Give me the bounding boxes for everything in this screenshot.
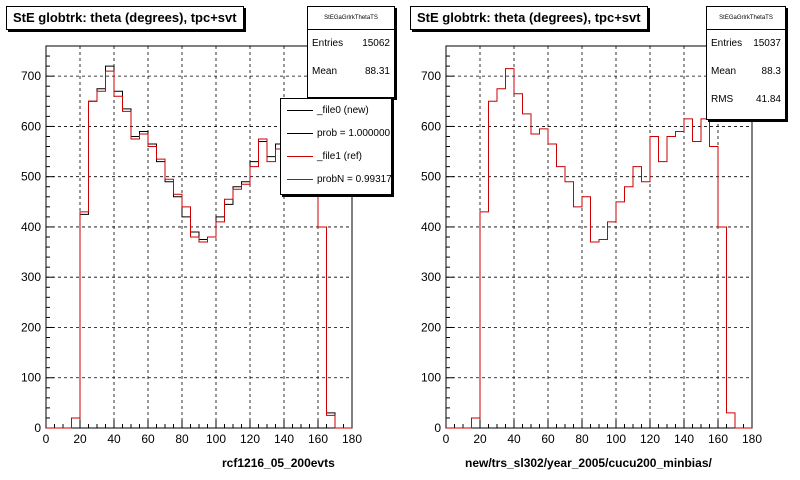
right-x-tick-label-8: 160 xyxy=(708,432,728,446)
right-x-tick-label-7: 140 xyxy=(674,432,694,446)
left-x-tick-label-2: 40 xyxy=(107,432,121,446)
left-plot-title: StE globtrk: theta (degrees), tpc+svt xyxy=(6,6,244,30)
left-x-tick-label-6: 120 xyxy=(240,432,260,446)
right-y-tick-label-3: 300 xyxy=(421,270,441,284)
legend-swatch-file0 xyxy=(287,110,313,111)
right-series-0-histogram xyxy=(446,68,752,429)
legend-entry-probn: probN = 0.993177 xyxy=(281,168,391,191)
left-stats-entries-label: Entries xyxy=(312,38,344,49)
left-y-tick-label-3: 300 xyxy=(21,270,41,284)
legend-entry-file1: _file1 (ref) xyxy=(281,145,391,168)
right-x-tick-label-4: 80 xyxy=(575,432,589,446)
right-x-tick-label-5: 100 xyxy=(606,432,626,446)
right-y-tick-label-7: 700 xyxy=(421,69,441,83)
left-y-tick-label-5: 500 xyxy=(21,170,41,184)
legend-swatch-file1 xyxy=(287,156,313,157)
right-stats-name: StEGaGrlrkThetaTS xyxy=(707,7,785,30)
right-stats-rms-row: RMS 41.84 xyxy=(707,86,785,114)
legend-entry-file0: _file0 (new) xyxy=(281,99,391,122)
legend-entry-prob: prob = 1.000000 xyxy=(281,122,391,145)
left-x-tick-label-0: 0 xyxy=(43,432,50,446)
right-x-tick-label-1: 20 xyxy=(473,432,487,446)
right-y-tick-label-5: 500 xyxy=(421,170,441,184)
legend-swatch-prob xyxy=(287,133,313,134)
right-x-axis-label: new/trs_sl302/year_2005/cucu200_minbias/ xyxy=(465,456,712,470)
right-y-tick-label-2: 200 xyxy=(421,320,441,334)
right-stats-rms-label: RMS xyxy=(711,94,734,105)
legend-label-probn: probN = 0.993177 xyxy=(317,174,392,185)
right-y-tick-label-0: 0 xyxy=(434,421,441,435)
right-y-tick-label-4: 400 xyxy=(421,220,441,234)
left-y-tick-label-1: 100 xyxy=(21,371,41,385)
right-stats-entries-row: Entries 15037 xyxy=(707,30,785,58)
right-stats-box: StEGaGrlrkThetaTS Entries 15037 Mean 88.… xyxy=(706,6,786,120)
right-x-tick-label-2: 40 xyxy=(507,432,521,446)
left-stats-name: StEGaGrlrkThetaTS xyxy=(308,7,394,30)
left-x-tick-label-8: 160 xyxy=(308,432,328,446)
left-y-tick-label-6: 600 xyxy=(21,119,41,133)
left-stats-box: StEGaGrlrkThetaTS Entries 15062 Mean 88.… xyxy=(307,6,395,98)
left-stats-mean-label: Mean xyxy=(312,66,338,77)
right-stats-entries-value: 15037 xyxy=(753,38,781,49)
right-x-tick-label-9: 180 xyxy=(742,432,762,446)
left-x-tick-label-7: 140 xyxy=(274,432,294,446)
legend-label-prob: prob = 1.000000 xyxy=(317,128,391,139)
left-y-tick-label-0: 0 xyxy=(34,421,41,435)
left-x-axis-label: rcf1216_05_200evts xyxy=(222,456,335,470)
legend-label-file1: _file1 (ref) xyxy=(317,151,363,162)
right-stats-rms-value: 41.84 xyxy=(755,94,781,105)
right-stats-mean-row: Mean 88.3 xyxy=(707,58,785,86)
right-y-tick-label-1: 100 xyxy=(421,371,441,385)
left-y-tick-label-7: 700 xyxy=(21,69,41,83)
right-x-tick-label-0: 0 xyxy=(443,432,450,446)
left-y-tick-label-2: 200 xyxy=(21,320,41,334)
right-stats-entries-label: Entries xyxy=(711,38,743,49)
left-x-tick-label-3: 60 xyxy=(141,432,155,446)
left-stats-mean-row: Mean 88.31 xyxy=(308,58,394,86)
right-stats-mean-value: 88.3 xyxy=(761,66,781,77)
right-stats-mean-label: Mean xyxy=(711,66,737,77)
left-x-tick-label-5: 100 xyxy=(206,432,226,446)
right-y-tick-label-6: 600 xyxy=(421,119,441,133)
right-x-tick-label-3: 60 xyxy=(541,432,555,446)
legend-label-file0: _file0 (new) xyxy=(317,105,369,116)
right-plot-title: StE globtrk: theta (degrees), tpc+svt xyxy=(410,6,648,30)
left-x-tick-label-4: 80 xyxy=(175,432,189,446)
left-x-tick-label-9: 180 xyxy=(342,432,362,446)
left-stats-entries-value: 15062 xyxy=(362,38,390,49)
right-x-tick-label-6: 120 xyxy=(640,432,660,446)
left-stats-mean-value: 88.31 xyxy=(364,66,390,77)
left-legend: _file0 (new) prob = 1.000000 _file1 (ref… xyxy=(280,98,392,195)
left-x-tick-label-1: 20 xyxy=(73,432,87,446)
left-y-tick-label-4: 400 xyxy=(21,220,41,234)
left-stats-entries-row: Entries 15062 xyxy=(308,30,394,58)
legend-swatch-probn xyxy=(287,179,313,180)
